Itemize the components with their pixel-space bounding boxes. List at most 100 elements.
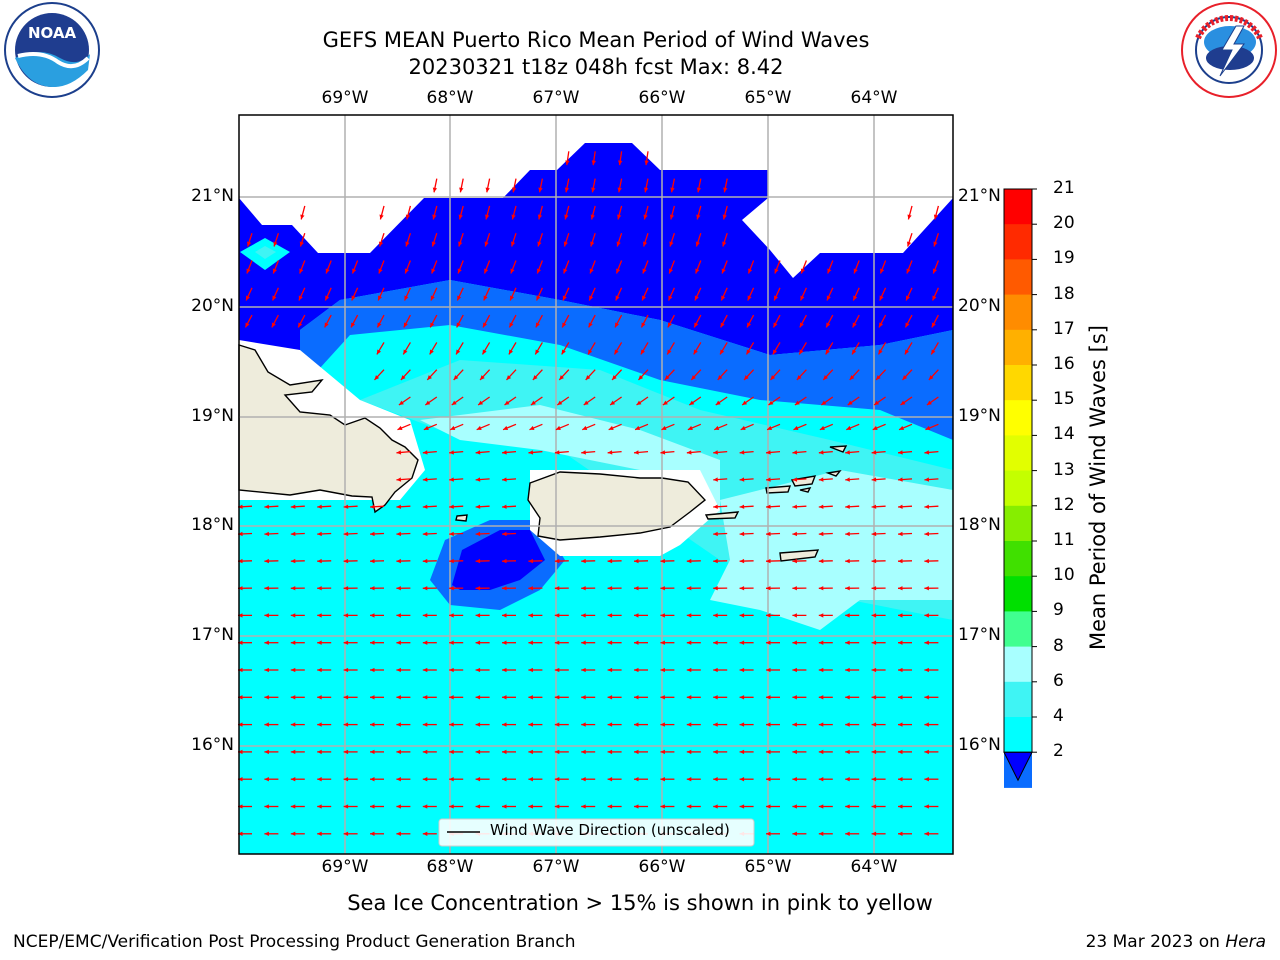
- arrow-head: [747, 322, 752, 328]
- arrow-head: [299, 268, 304, 274]
- arrow-head: [739, 640, 745, 645]
- arrow-head: [636, 400, 642, 406]
- arrow-head: [634, 804, 639, 809]
- arrow-head: [902, 375, 908, 380]
- colorbar-tick-label: 20: [1053, 213, 1075, 234]
- arrow-head: [370, 722, 375, 727]
- arrow-head: [343, 831, 349, 836]
- colorbar-segment: [1004, 400, 1032, 436]
- arrow-head: [713, 695, 718, 700]
- arrow-head: [853, 268, 858, 274]
- arrow-head: [475, 804, 481, 809]
- arrow-head: [924, 722, 929, 727]
- arrow-head: [485, 187, 490, 193]
- lon-label-bottom: 67°W: [532, 857, 580, 877]
- arrow-head: [238, 695, 243, 700]
- arrow-head: [634, 586, 639, 591]
- arrow-head: [607, 749, 613, 755]
- arrow-head: [557, 400, 563, 406]
- arrow-head: [528, 558, 533, 564]
- arrow-head: [396, 558, 401, 564]
- arrow-head: [264, 586, 269, 591]
- arrow-head: [432, 214, 437, 220]
- lon-label-top: 64°W: [850, 88, 898, 108]
- arrow-head: [405, 241, 410, 247]
- arrow-head: [554, 722, 560, 727]
- arrow-head: [581, 613, 586, 618]
- arrow-head: [377, 322, 382, 328]
- arrow-head: [458, 241, 463, 247]
- arrow-head: [713, 450, 718, 455]
- arrow-head: [686, 613, 692, 618]
- arrow-head: [766, 504, 771, 509]
- arrow-head: [845, 667, 850, 673]
- arrow-head: [713, 613, 718, 618]
- colorbar-tick-label: 6: [1053, 670, 1064, 691]
- colorbar-segment: [1004, 294, 1032, 331]
- arrow-head: [871, 477, 877, 482]
- arrow-head: [405, 214, 411, 220]
- arrow-head: [422, 777, 428, 782]
- colorbar-segment: [1004, 717, 1032, 753]
- arrow-head: [660, 450, 666, 455]
- arrow-head: [376, 349, 382, 355]
- arrow-head: [561, 349, 566, 355]
- arrow-head: [378, 268, 383, 274]
- arrow-head: [317, 804, 322, 809]
- map-frame: [238, 114, 954, 855]
- arrow-head: [246, 268, 251, 274]
- arrow-head: [898, 450, 903, 455]
- arrow-head: [343, 804, 349, 809]
- arrow-head: [528, 695, 533, 700]
- colorbar-label: Mean Period of Wind Waves [s]: [1086, 325, 1110, 650]
- arrow-head: [845, 749, 850, 755]
- arrow-head: [449, 477, 454, 482]
- arrow-head: [924, 586, 929, 591]
- arrow-head: [818, 450, 824, 455]
- arrow-head: [559, 375, 564, 380]
- arrow-head: [796, 375, 802, 380]
- arrow-head: [642, 295, 647, 301]
- lat-label-left: 20°N: [191, 296, 234, 316]
- arrow-head: [343, 695, 349, 700]
- arrow-head: [614, 349, 619, 355]
- arrow-head: [818, 640, 824, 645]
- arrow-head: [931, 322, 936, 328]
- arrow-head: [565, 160, 570, 166]
- arrow-head: [634, 722, 639, 727]
- arrow-head: [660, 695, 665, 700]
- arrow-head: [660, 613, 665, 618]
- arrow-head: [713, 477, 718, 482]
- arrow-head: [528, 749, 533, 755]
- arrow-head: [397, 425, 403, 430]
- arrow-head: [379, 214, 384, 220]
- arrow-head: [670, 187, 675, 193]
- arrow-head: [766, 667, 771, 673]
- arrow-head: [744, 375, 749, 380]
- arrow-head: [264, 804, 269, 809]
- arrow-head: [422, 722, 428, 727]
- arrow-head: [581, 450, 586, 455]
- caption: Sea Ice Concentration > 15% is shown in …: [347, 891, 933, 915]
- arrow-head: [898, 586, 903, 591]
- arrow-head: [693, 349, 698, 355]
- arrow-head: [792, 504, 798, 509]
- arrow-head: [589, 295, 594, 301]
- arrow-head: [370, 667, 375, 673]
- arrow-head: [852, 322, 857, 328]
- arrow-head: [588, 322, 593, 328]
- arrow-head: [451, 400, 457, 406]
- arrow-head: [370, 695, 375, 700]
- noaa-logo-text: NOAA: [28, 24, 77, 42]
- colorbar-tick-label: 4: [1053, 706, 1064, 726]
- arrow-head: [449, 504, 454, 509]
- arrow-head: [475, 531, 481, 537]
- arrow-head: [607, 586, 613, 591]
- arrow-head: [272, 268, 277, 274]
- arrow-head: [298, 322, 303, 328]
- arrow-head: [422, 667, 428, 673]
- arrow-head: [484, 268, 489, 274]
- arrow-head: [238, 640, 243, 645]
- colorbar-tick-label: 14: [1053, 424, 1075, 445]
- lon-label-top: 66°W: [638, 88, 686, 108]
